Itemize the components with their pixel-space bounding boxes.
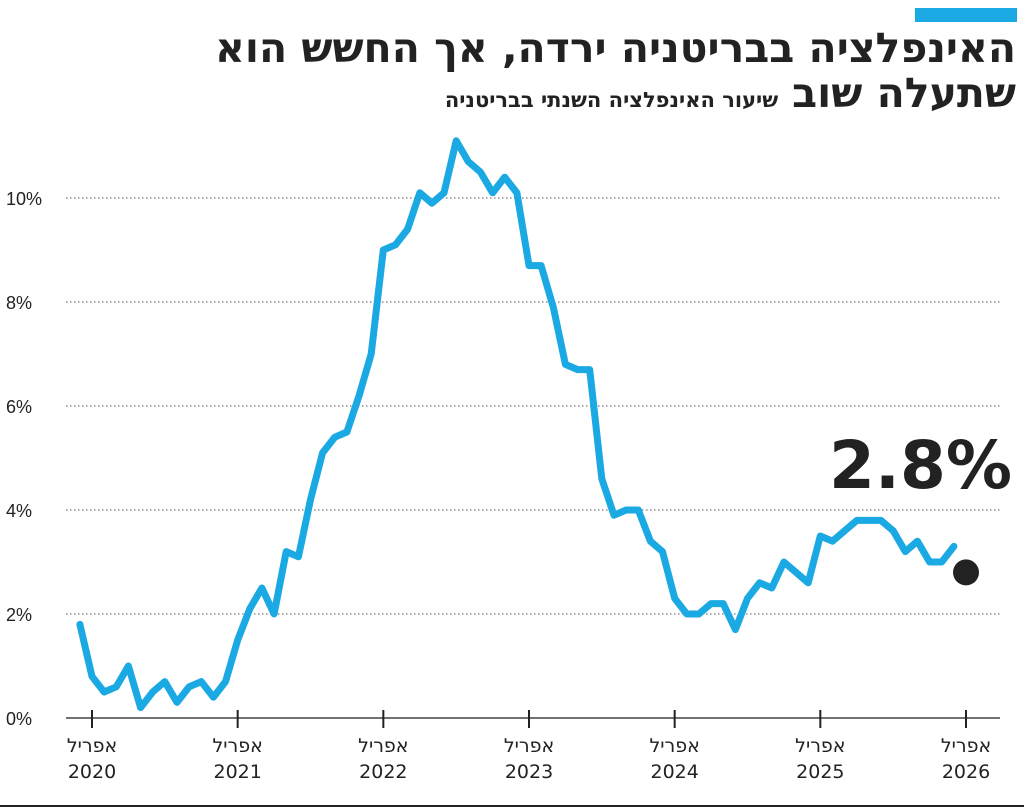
accent-bar <box>915 8 1017 22</box>
x-tick-year: 2020 <box>68 761 116 783</box>
y-tick-label: 8% <box>6 293 32 313</box>
y-tick-label: 2% <box>6 605 32 625</box>
x-tick-year: 2025 <box>796 761 844 783</box>
endpoint-label: 2.8% <box>829 427 1012 504</box>
series-group <box>76 137 958 712</box>
x-tick-year: 2023 <box>505 761 553 783</box>
x-tick-month: אפריל <box>212 735 262 757</box>
y-tick-label: 0% <box>6 709 32 729</box>
x-tick-year: 2026 <box>942 761 990 783</box>
title-line-1: האינפלציה בבריטניה ירדה, אך החשש הוא <box>215 24 1016 72</box>
chart-title: האינפלציה בבריטניה ירדה, אך החשש הוא שתע… <box>16 26 1016 123</box>
x-tick-month: אפריל <box>358 735 408 757</box>
grid-lines <box>66 197 1000 615</box>
y-tick-label: 10% <box>6 189 42 209</box>
x-tick-year: 2022 <box>359 761 407 783</box>
x-tick-month: אפריל <box>67 735 117 757</box>
x-tick-year: 2021 <box>213 761 261 783</box>
x-tick-month: אפריל <box>795 735 845 757</box>
x-tick-year: 2024 <box>650 761 698 783</box>
x-tick-month: אפריל <box>941 735 991 757</box>
title-line-2: שתעלה שוב <box>792 69 1016 117</box>
endpoint-group: 2.8% <box>829 427 1012 586</box>
y-tick-label: 4% <box>6 501 32 521</box>
x-axis-ticks: אפריל 2020 אפריל 2021 אפריל 2022 אפריל 2023 אפרי… <box>67 710 991 783</box>
y-axis-ticks: 0% 2% 4% 6% 8% 10% <box>6 189 42 729</box>
series-line <box>76 137 958 712</box>
chart-subtitle: שיעור האינפלציה השנתי בבריטניה <box>444 88 779 112</box>
y-tick-label: 6% <box>6 397 32 417</box>
x-tick-month: אפריל <box>504 735 554 757</box>
endpoint-dot <box>953 559 979 586</box>
x-tick-month: אפריל <box>649 735 699 757</box>
